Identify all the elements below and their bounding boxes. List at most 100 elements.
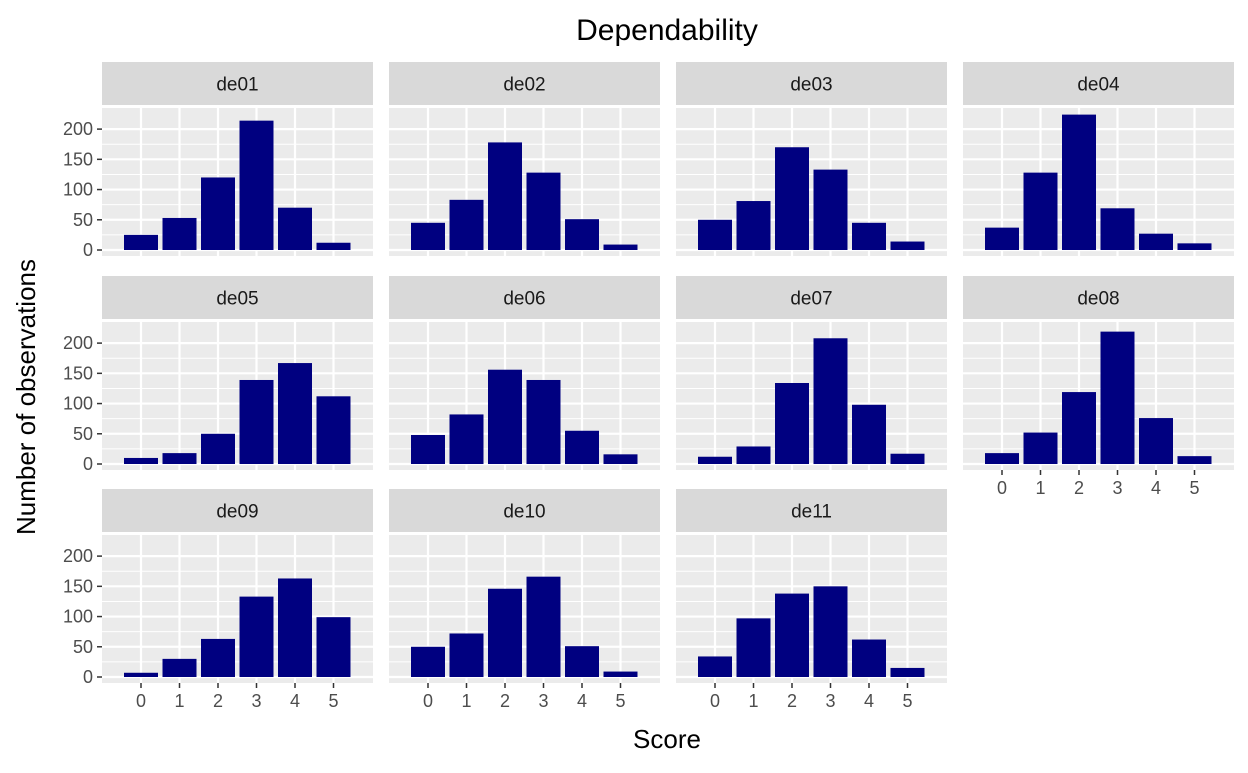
panel-background — [102, 108, 373, 256]
facet-strip-label: de09 — [216, 502, 258, 523]
bar-de09-score-0 — [124, 672, 158, 677]
bar-de07-score-1 — [736, 446, 771, 464]
facet-strip — [389, 276, 660, 319]
bar-de04-score-5 — [1177, 243, 1212, 250]
bar-de08-score-1 — [1023, 432, 1058, 464]
bar-de09-score-1 — [162, 658, 197, 677]
bar-de06-score-1 — [449, 414, 484, 464]
bar-de01-score-3 — [239, 120, 274, 250]
bar-de10-score-2 — [488, 588, 522, 677]
bar-de01-score-5 — [316, 242, 351, 250]
x-tick-label: 1 — [748, 691, 758, 711]
y-tick-label: 0 — [83, 667, 93, 687]
bar-de05-score-0 — [124, 457, 158, 464]
chart-title: Dependability — [576, 14, 758, 47]
y-tick-label: 0 — [83, 454, 93, 474]
bar-de06-score-4 — [565, 430, 599, 464]
facet-strip-label: de10 — [503, 502, 545, 523]
bar-de03-score-5 — [890, 241, 925, 250]
bar-de05-score-2 — [201, 433, 235, 464]
bar-de02-score-2 — [488, 142, 522, 250]
x-tick-label: 1 — [1035, 478, 1045, 498]
x-tick-label: 0 — [136, 691, 146, 711]
x-tick-label: 1 — [461, 691, 471, 711]
bar-de01-score-1 — [162, 217, 197, 250]
bar-de08-score-3 — [1100, 331, 1135, 464]
facet-panel-de09: de09 0 50 100 150 200 0 1 2 3 4 5 — [63, 489, 373, 711]
bar-de02-score-3 — [526, 172, 561, 250]
y-tick-label: 200 — [63, 333, 93, 353]
facet-strip-label: de11 — [791, 502, 832, 523]
bar-de06-score-0 — [411, 434, 445, 464]
bar-de04-score-0 — [985, 227, 1019, 250]
bar-de07-score-5 — [890, 453, 925, 464]
bar-de08-score-2 — [1062, 392, 1096, 464]
panel-background — [676, 322, 947, 470]
x-tick-label: 3 — [825, 691, 835, 711]
bar-de03-score-2 — [775, 147, 809, 250]
bar-de09-score-3 — [239, 596, 274, 677]
facet-panel-de06: de06 — [389, 276, 660, 470]
facet-strip — [389, 62, 660, 105]
facet-panel-de08: de08 0 1 2 3 4 5 — [963, 276, 1234, 498]
bar-de10-score-0 — [411, 646, 445, 677]
facet-strip-label: de08 — [1077, 289, 1119, 310]
y-tick-label: 200 — [63, 546, 93, 566]
bar-de02-score-0 — [411, 222, 445, 250]
bar-de03-score-1 — [736, 201, 771, 250]
facet-strip — [102, 276, 373, 319]
bar-de01-score-2 — [201, 177, 235, 250]
bar-de07-score-2 — [775, 383, 809, 464]
x-tick-label: 2 — [500, 691, 510, 711]
facet-panel-de07: de07 — [676, 276, 947, 470]
facet-strip-label: de05 — [216, 289, 258, 310]
facet-strip — [963, 62, 1234, 105]
facet-strip-label: de06 — [503, 289, 545, 310]
bar-de08-score-5 — [1177, 456, 1212, 464]
facet-panel-de04: de04 — [963, 62, 1234, 256]
facet-panel-de02: de02 — [389, 62, 660, 256]
x-tick-label: 5 — [328, 691, 338, 711]
x-tick-label: 0 — [423, 691, 433, 711]
bar-de04-score-1 — [1023, 172, 1058, 250]
bar-de11-score-3 — [813, 586, 848, 677]
y-tick-label: 50 — [73, 210, 93, 230]
bar-de05-score-1 — [162, 453, 197, 464]
panel-background — [963, 322, 1234, 470]
x-tick-label: 5 — [1189, 478, 1199, 498]
bar-de09-score-2 — [201, 638, 235, 677]
y-tick-label: 100 — [63, 180, 93, 200]
bar-de10-score-1 — [449, 633, 484, 677]
y-tick-label: 200 — [63, 119, 93, 139]
bar-de06-score-5 — [603, 454, 638, 464]
bar-de10-score-4 — [565, 646, 599, 677]
x-tick-label: 4 — [864, 691, 874, 711]
x-tick-label: 2 — [1074, 478, 1084, 498]
y-tick-label: 50 — [73, 637, 93, 657]
bar-de11-score-0 — [698, 656, 732, 677]
y-tick-label: 0 — [83, 240, 93, 260]
bar-de08-score-4 — [1139, 418, 1173, 464]
bar-de04-score-4 — [1139, 233, 1173, 250]
bar-de04-score-3 — [1100, 208, 1135, 250]
bar-de09-score-4 — [278, 578, 312, 677]
x-tick-label: 3 — [251, 691, 261, 711]
bar-de05-score-4 — [278, 363, 312, 464]
facet-strip-label: de02 — [503, 75, 545, 96]
bar-de07-score-0 — [698, 456, 732, 464]
y-tick-label: 150 — [63, 576, 93, 596]
y-tick-label: 150 — [63, 149, 93, 169]
bar-de01-score-0 — [124, 234, 158, 250]
bar-de05-score-5 — [316, 396, 351, 464]
bar-de04-score-2 — [1062, 114, 1096, 250]
y-tick-label: 50 — [73, 424, 93, 444]
y-tick-label: 100 — [63, 607, 93, 627]
bar-de03-score-0 — [698, 219, 732, 250]
facet-strip — [389, 489, 660, 532]
bar-de11-score-5 — [890, 667, 925, 677]
bar-de08-score-0 — [985, 453, 1019, 464]
y-axis-title: Number of observations — [11, 259, 41, 535]
